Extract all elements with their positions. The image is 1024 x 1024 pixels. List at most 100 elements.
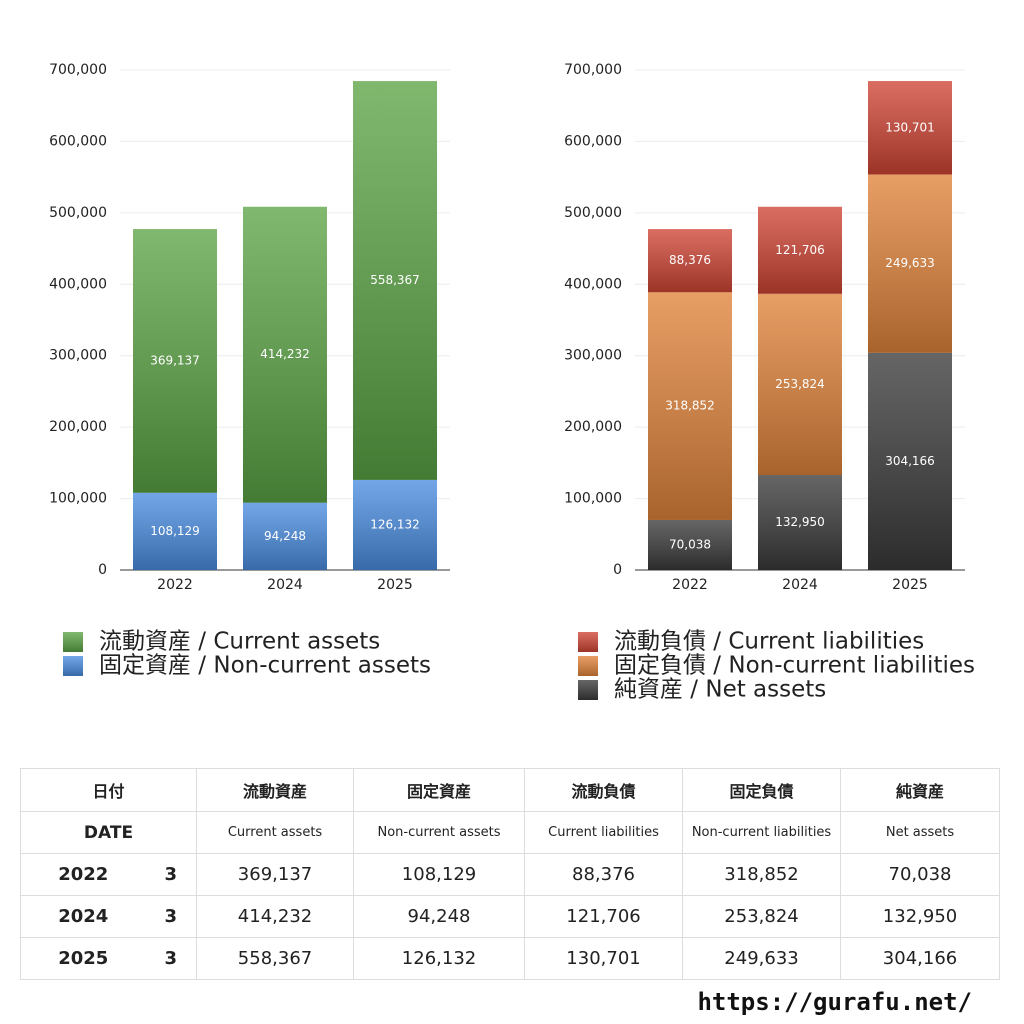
subheader-cell: DATE (19, 811, 198, 854)
table-cell: 3 (145, 895, 197, 938)
value-label: 88,376 (669, 253, 711, 267)
bar-shade (243, 206, 327, 503)
subheader-cell: Current assets (196, 811, 355, 854)
table-cell: 2025 (20, 937, 146, 980)
bar-shade (758, 206, 842, 294)
data-table: 日付 流動資産 固定資産 流動負債 固定負債 純資産 DATE Current … (19, 768, 1001, 980)
table-cell: 108,129 (353, 853, 526, 896)
charts: 0 100,000 200,000 300,000 400,000 500,000 600,… (49, 62, 975, 703)
legend-swatch-shade (63, 632, 83, 652)
value-label: 70,038 (669, 537, 711, 551)
x-tick-label: 2025 (892, 577, 928, 593)
x-tick-label: 2022 (157, 577, 193, 593)
value-label: 94,248 (264, 529, 306, 543)
bar-shade (648, 519, 732, 570)
header-cell: 流動負債 (524, 768, 684, 812)
y-tick-label: 100,000 (564, 491, 622, 507)
header-cell: 流動資産 (196, 768, 355, 812)
value-label: 132,950 (775, 515, 825, 529)
subheader-row: DATE Current assets Non-current assets C… (19, 811, 1001, 854)
value-label: 414,232 (260, 347, 310, 361)
table-cell: 70,038 (840, 853, 1001, 896)
legend-swatch-shade (578, 656, 598, 676)
y-tick-label: 700,000 (564, 62, 622, 78)
x-tick-label: 2022 (672, 577, 708, 593)
value-label: 126,132 (370, 517, 420, 531)
footer-url: https://gurafu.net/ (697, 988, 972, 1016)
bar-shade (353, 81, 437, 480)
x-tick-label: 2024 (782, 577, 818, 593)
header-cell: 純資産 (840, 768, 1001, 812)
subheader-cell: Non-current liabilities (682, 811, 842, 854)
table-cell: 253,824 (682, 895, 842, 938)
x-tick-label: 2024 (267, 577, 303, 593)
value-label: 249,633 (885, 256, 935, 270)
bar-shade (133, 229, 217, 493)
y-tick-label: 0 (613, 562, 622, 578)
table-cell: 2022 (20, 853, 146, 896)
value-label: 369,137 (150, 353, 200, 367)
bar-shade (868, 352, 952, 570)
table-row: 2024 3 414,232 94,248 121,706 253,824 132,950 (20, 895, 1001, 938)
value-label: 130,701 (885, 120, 935, 134)
table-cell: 3 (145, 937, 197, 980)
header-row: 日付 流動資産 固定資産 流動負債 固定負債 純資産 (19, 768, 1001, 812)
legend-label: 流動負債 / Current liabilities (614, 629, 924, 655)
table-cell: 558,367 (196, 937, 355, 980)
y-tick-label: 0 (98, 562, 107, 578)
legend-swatch-shade (578, 632, 598, 652)
header-cell: 固定資産 (353, 768, 526, 812)
table-cell: 130,701 (524, 937, 684, 980)
table-cell: 3 (145, 853, 197, 896)
bar-shade (868, 81, 952, 175)
y-tick-label: 200,000 (564, 419, 622, 435)
table-cell: 94,248 (353, 895, 526, 938)
legend-swatch-shade (578, 680, 598, 700)
y-tick-label: 300,000 (564, 348, 622, 364)
subheader-cell: Current liabilities (524, 811, 684, 854)
header-cell: 日付 (19, 768, 198, 812)
value-label: 253,824 (775, 377, 825, 391)
bar-shade (868, 174, 952, 353)
subheader-cell: Non-current assets (353, 811, 526, 854)
table-row: 2022 3 369,137 108,129 88,376 318,852 70,038 (20, 853, 1001, 896)
y-tick-label: 600,000 (564, 133, 622, 149)
bar-shade (758, 475, 842, 570)
table-cell: 304,166 (840, 937, 1001, 980)
table-cell: 88,376 (524, 853, 684, 896)
legend-swatch-shade (63, 656, 83, 676)
y-tick-label: 400,000 (49, 276, 107, 292)
value-label: 121,706 (775, 243, 825, 257)
y-tick-label: 300,000 (49, 348, 107, 364)
x-tick-label: 2025 (377, 577, 413, 593)
y-tick-label: 400,000 (564, 276, 622, 292)
y-tick-label: 500,000 (564, 205, 622, 221)
table-cell: 121,706 (524, 895, 684, 938)
bar-shade (133, 492, 217, 570)
legend-label: 固定資産 / Non-current assets (99, 653, 431, 679)
legend-label: 固定負債 / Non-current liabilities (614, 653, 975, 679)
value-label: 304,166 (885, 454, 935, 468)
bar-shade (353, 479, 437, 570)
table-cell: 249,633 (682, 937, 842, 980)
header-cell: 固定負債 (682, 768, 842, 812)
bar-shade (648, 292, 732, 520)
legend-label: 純資産 / Net assets (614, 677, 826, 703)
y-tick-label: 200,000 (49, 419, 107, 435)
table-cell: 2024 (20, 895, 146, 938)
y-tick-label: 500,000 (49, 205, 107, 221)
value-label: 108,129 (150, 524, 200, 538)
value-label: 318,852 (665, 399, 715, 413)
y-tick-label: 100,000 (49, 491, 107, 507)
table-cell: 318,852 (682, 853, 842, 896)
subheader-cell: Net assets (840, 811, 1001, 854)
table-cell: 126,132 (353, 937, 526, 980)
y-tick-label: 700,000 (49, 62, 107, 78)
table-cell: 414,232 (196, 895, 355, 938)
table-row: 2025 3 558,367 126,132 130,701 249,633 304,166 (20, 937, 1001, 980)
value-label: 558,367 (370, 273, 420, 287)
bar-shade (243, 502, 327, 570)
bar-shade (758, 293, 842, 476)
table-cell: 369,137 (196, 853, 355, 896)
